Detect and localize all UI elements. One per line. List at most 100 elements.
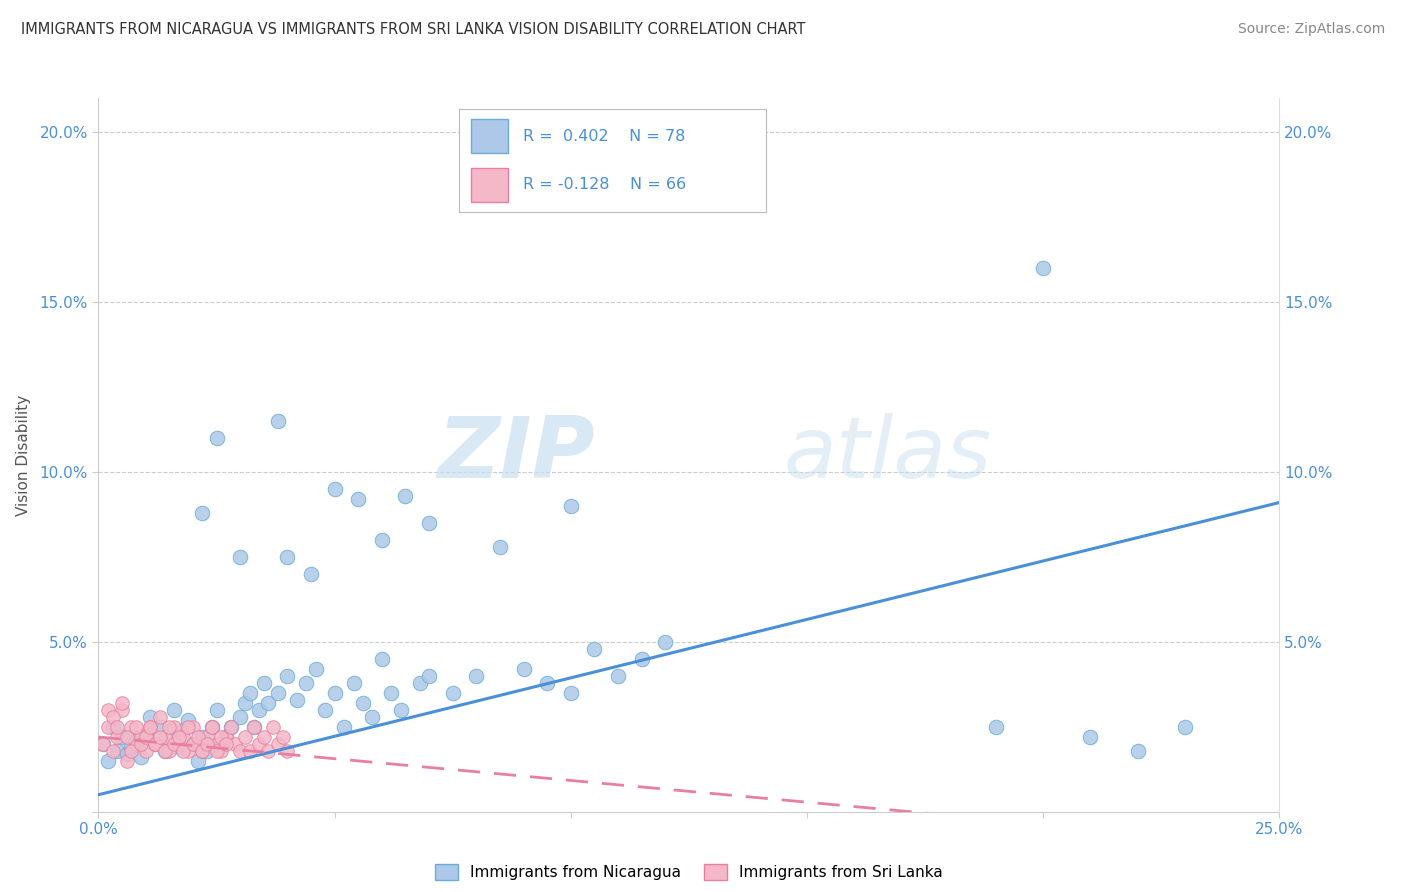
- Point: [583, 641, 606, 656]
- Point: [607, 669, 630, 683]
- Point: [149, 709, 172, 723]
- Point: [253, 730, 276, 744]
- Point: [163, 703, 186, 717]
- Point: [135, 743, 157, 757]
- Point: [191, 506, 214, 520]
- Point: [157, 720, 180, 734]
- Point: [111, 696, 134, 710]
- Point: [139, 709, 162, 723]
- Point: [187, 730, 209, 744]
- Point: [121, 720, 143, 734]
- Point: [323, 482, 346, 496]
- Point: [361, 709, 384, 723]
- Point: [233, 696, 256, 710]
- Point: [347, 492, 370, 507]
- Point: [247, 703, 270, 717]
- Point: [257, 743, 280, 757]
- Point: [121, 740, 143, 755]
- Point: [215, 737, 238, 751]
- Point: [172, 723, 194, 738]
- Point: [125, 733, 148, 747]
- Point: [191, 730, 214, 744]
- Point: [285, 692, 308, 706]
- Point: [153, 743, 176, 757]
- Point: [418, 669, 440, 683]
- Point: [125, 720, 148, 734]
- Point: [441, 686, 464, 700]
- Point: [135, 730, 157, 744]
- Point: [257, 696, 280, 710]
- Point: [191, 743, 214, 757]
- Point: [380, 686, 402, 700]
- Point: [394, 489, 416, 503]
- Point: [489, 540, 512, 554]
- Point: [630, 652, 652, 666]
- Point: [276, 669, 298, 683]
- Point: [143, 737, 166, 751]
- Point: [115, 754, 138, 768]
- Point: [181, 737, 204, 751]
- Point: [1032, 260, 1054, 275]
- Point: [201, 720, 224, 734]
- Point: [229, 709, 252, 723]
- Point: [267, 414, 290, 428]
- Point: [205, 703, 228, 717]
- Point: [205, 743, 228, 757]
- Point: [512, 662, 534, 676]
- Point: [276, 743, 298, 757]
- Point: [333, 720, 356, 734]
- Point: [215, 730, 238, 744]
- Point: [187, 754, 209, 768]
- Point: [299, 566, 322, 581]
- Point: [172, 743, 194, 757]
- Y-axis label: Vision Disability: Vision Disability: [17, 394, 31, 516]
- Point: [105, 730, 128, 744]
- Point: [163, 720, 186, 734]
- Point: [253, 675, 276, 690]
- Point: [195, 743, 218, 757]
- Point: [181, 720, 204, 734]
- Point: [205, 431, 228, 445]
- Point: [129, 730, 152, 744]
- Point: [163, 737, 186, 751]
- Point: [418, 516, 440, 530]
- Point: [167, 737, 190, 751]
- Point: [371, 652, 394, 666]
- Point: [247, 737, 270, 751]
- Point: [115, 747, 138, 761]
- Point: [371, 533, 394, 547]
- Point: [149, 720, 172, 734]
- Point: [129, 750, 152, 764]
- Point: [276, 549, 298, 564]
- Point: [267, 737, 290, 751]
- Point: [233, 730, 256, 744]
- Point: [219, 720, 242, 734]
- Point: [295, 675, 318, 690]
- Point: [352, 696, 374, 710]
- Point: [105, 743, 128, 757]
- Point: [654, 635, 676, 649]
- Point: [389, 703, 412, 717]
- Point: [243, 720, 266, 734]
- Point: [195, 730, 218, 744]
- Point: [97, 703, 120, 717]
- Point: [91, 737, 114, 751]
- Point: [143, 737, 166, 751]
- Point: [465, 669, 488, 683]
- Point: [187, 737, 209, 751]
- Point: [167, 740, 190, 755]
- Point: [305, 662, 328, 676]
- Point: [560, 499, 582, 513]
- Point: [139, 720, 162, 734]
- Point: [342, 675, 364, 690]
- Point: [157, 743, 180, 757]
- Point: [191, 743, 214, 757]
- Text: IMMIGRANTS FROM NICARAGUA VS IMMIGRANTS FROM SRI LANKA VISION DISABILITY CORRELA: IMMIGRANTS FROM NICARAGUA VS IMMIGRANTS …: [21, 22, 806, 37]
- Point: [97, 754, 120, 768]
- Point: [101, 743, 124, 757]
- Point: [177, 720, 200, 734]
- Point: [201, 720, 224, 734]
- Point: [149, 730, 172, 744]
- Point: [229, 549, 252, 564]
- Point: [101, 720, 124, 734]
